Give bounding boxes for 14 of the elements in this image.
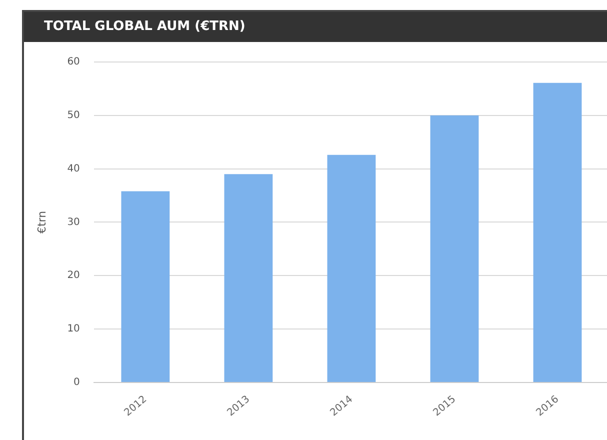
y-tick-label: 30 (67, 216, 80, 228)
bar (121, 191, 170, 382)
chart-title: TOTAL GLOBAL AUM (€TRN) (24, 12, 607, 42)
y-axis-title: €trn (35, 210, 48, 234)
y-tick-label: 10 (67, 324, 80, 335)
bar (533, 82, 582, 382)
y-tick-label: 40 (67, 163, 80, 174)
bar (224, 174, 273, 382)
bar (430, 115, 479, 382)
y-tick-label: 50 (67, 110, 80, 121)
bar (327, 154, 376, 382)
y-tick-label: 0 (74, 377, 80, 388)
y-tick-label: 20 (67, 270, 80, 282)
y-tick-label: 60 (67, 56, 80, 68)
